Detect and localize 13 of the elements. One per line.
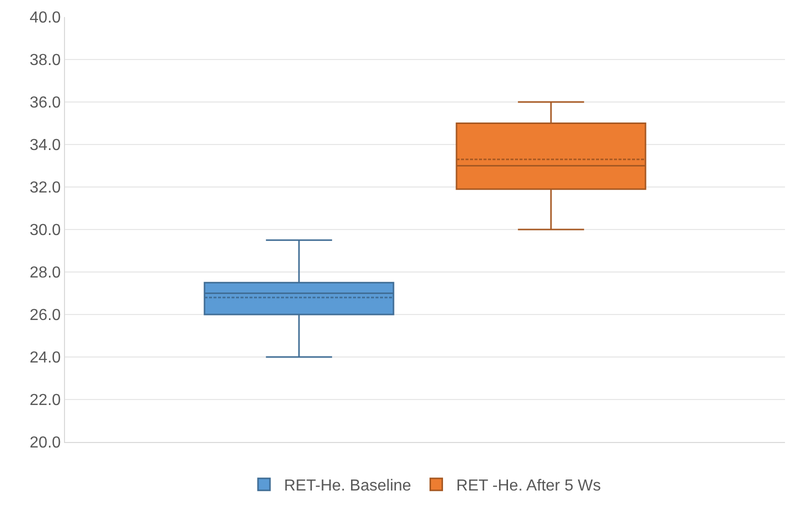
y-tick-label: 36.0 (30, 94, 61, 112)
y-tick-label: 34.0 (30, 137, 61, 154)
y-tick-label: 40.0 (30, 10, 61, 27)
y-tick-label: 24.0 (30, 350, 61, 367)
y-tick-label: 30.0 (30, 222, 61, 240)
y-tick-label: 20.0 (30, 434, 61, 452)
y-tick-label: 38.0 (30, 52, 61, 70)
y-tick-label: 32.0 (30, 180, 61, 197)
y-tick-label: 22.0 (30, 392, 61, 410)
legend-label: RET -He. After 5 Ws (456, 478, 601, 495)
legend-label: RET-He. Baseline (284, 478, 412, 495)
y-tick-label: 26.0 (30, 307, 61, 324)
y-tick-label: 28.0 (30, 264, 61, 282)
